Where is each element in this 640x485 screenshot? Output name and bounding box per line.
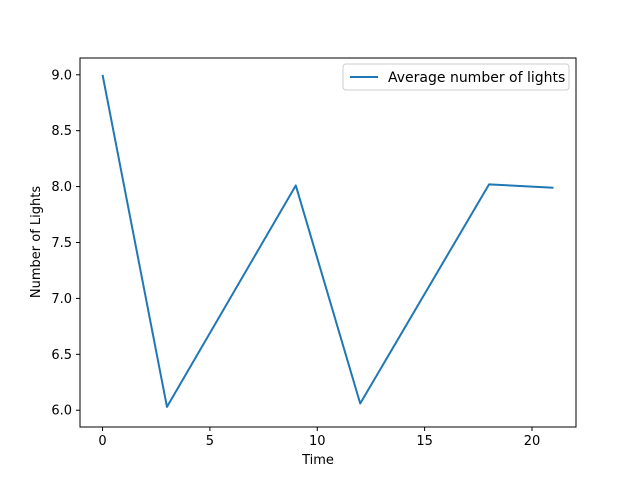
legend-label: Average number of lights xyxy=(388,70,565,86)
legend-box xyxy=(342,63,570,91)
y-tick-label: 7.5 xyxy=(51,236,72,251)
y-tick-label: 6.0 xyxy=(51,404,72,419)
series-line xyxy=(101,74,554,408)
x-axis-label: Time xyxy=(301,453,334,468)
x-tick-label: 0 xyxy=(98,434,106,449)
x-tick-label: 15 xyxy=(416,434,433,449)
y-tick-label: 7.0 xyxy=(51,292,72,307)
y-tick-label: 9.0 xyxy=(51,68,72,83)
y-axis-ticks: 6.0 6.5 7.0 7.5 8.0 8.5 9.0 xyxy=(51,68,80,419)
y-tick-label: 8.0 xyxy=(51,180,72,195)
x-tick-label: 20 xyxy=(524,434,541,449)
plot-frame xyxy=(79,57,577,428)
x-tick-label: 5 xyxy=(206,434,214,449)
legend: Average number of lights xyxy=(342,63,570,91)
y-tick-label: 8.5 xyxy=(51,124,72,139)
y-tick-label: 6.5 xyxy=(51,348,72,363)
x-tick-label: 10 xyxy=(309,434,326,449)
series-layer xyxy=(101,74,554,408)
y-axis-label: Number of Lights xyxy=(29,186,44,298)
x-axis-ticks: 0 5 10 15 20 xyxy=(98,427,540,449)
